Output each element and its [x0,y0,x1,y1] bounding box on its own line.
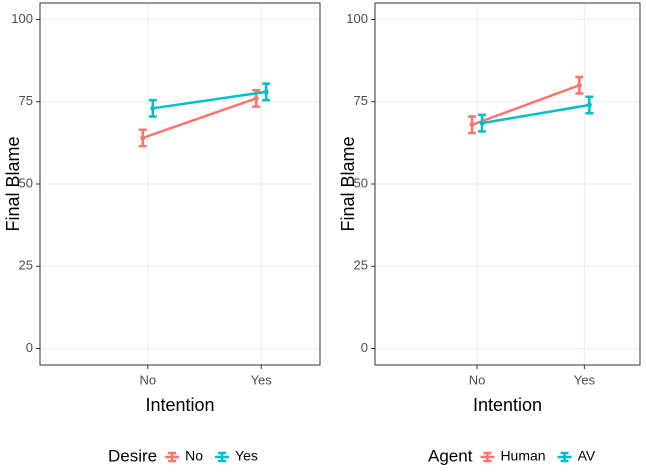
point [469,122,475,128]
legend-key [165,451,180,463]
x-tick-label: Yes [574,372,596,387]
legend-title: Desire [108,446,157,465]
y-tick-label: 75 [354,93,368,108]
x-tick-label: No [139,372,156,387]
point [263,89,269,95]
point [576,82,582,88]
y-tick-label: 100 [346,11,368,26]
y-tick-label: 25 [19,258,33,273]
legend-key [215,451,230,463]
point [150,105,156,111]
y-tick-label: 0 [26,340,33,355]
y-axis-label: Final Blame [338,136,358,231]
series-line [152,90,267,110]
series-line [471,84,580,126]
legend-key [557,451,572,463]
x-axis-label: Intention [145,395,214,415]
point [253,95,259,101]
y-tick-label: 25 [354,258,368,273]
x-tick-label: Yes [251,372,273,387]
y-tick-label: 50 [354,175,368,190]
x-axis-label: Intention [473,395,542,415]
legend-title: Agent [428,446,473,465]
series-line [142,97,257,140]
point [140,135,146,141]
legend-label: AV [578,448,596,464]
series-line [481,103,590,125]
legend-label: No [185,448,203,464]
panel-border [39,2,321,366]
y-tick-label: 100 [11,11,33,26]
y-tick-label: 0 [361,340,368,355]
y-tick-label: 75 [19,93,33,108]
legend-label: Human [500,448,545,464]
point [479,120,485,126]
point [586,102,592,108]
y-tick-label: 50 [19,175,33,190]
legend-label: Yes [235,448,258,464]
y-axis-label: Final Blame [3,136,23,231]
x-tick-label: No [469,372,486,387]
panel-border [374,2,641,366]
legend-key [480,451,495,463]
